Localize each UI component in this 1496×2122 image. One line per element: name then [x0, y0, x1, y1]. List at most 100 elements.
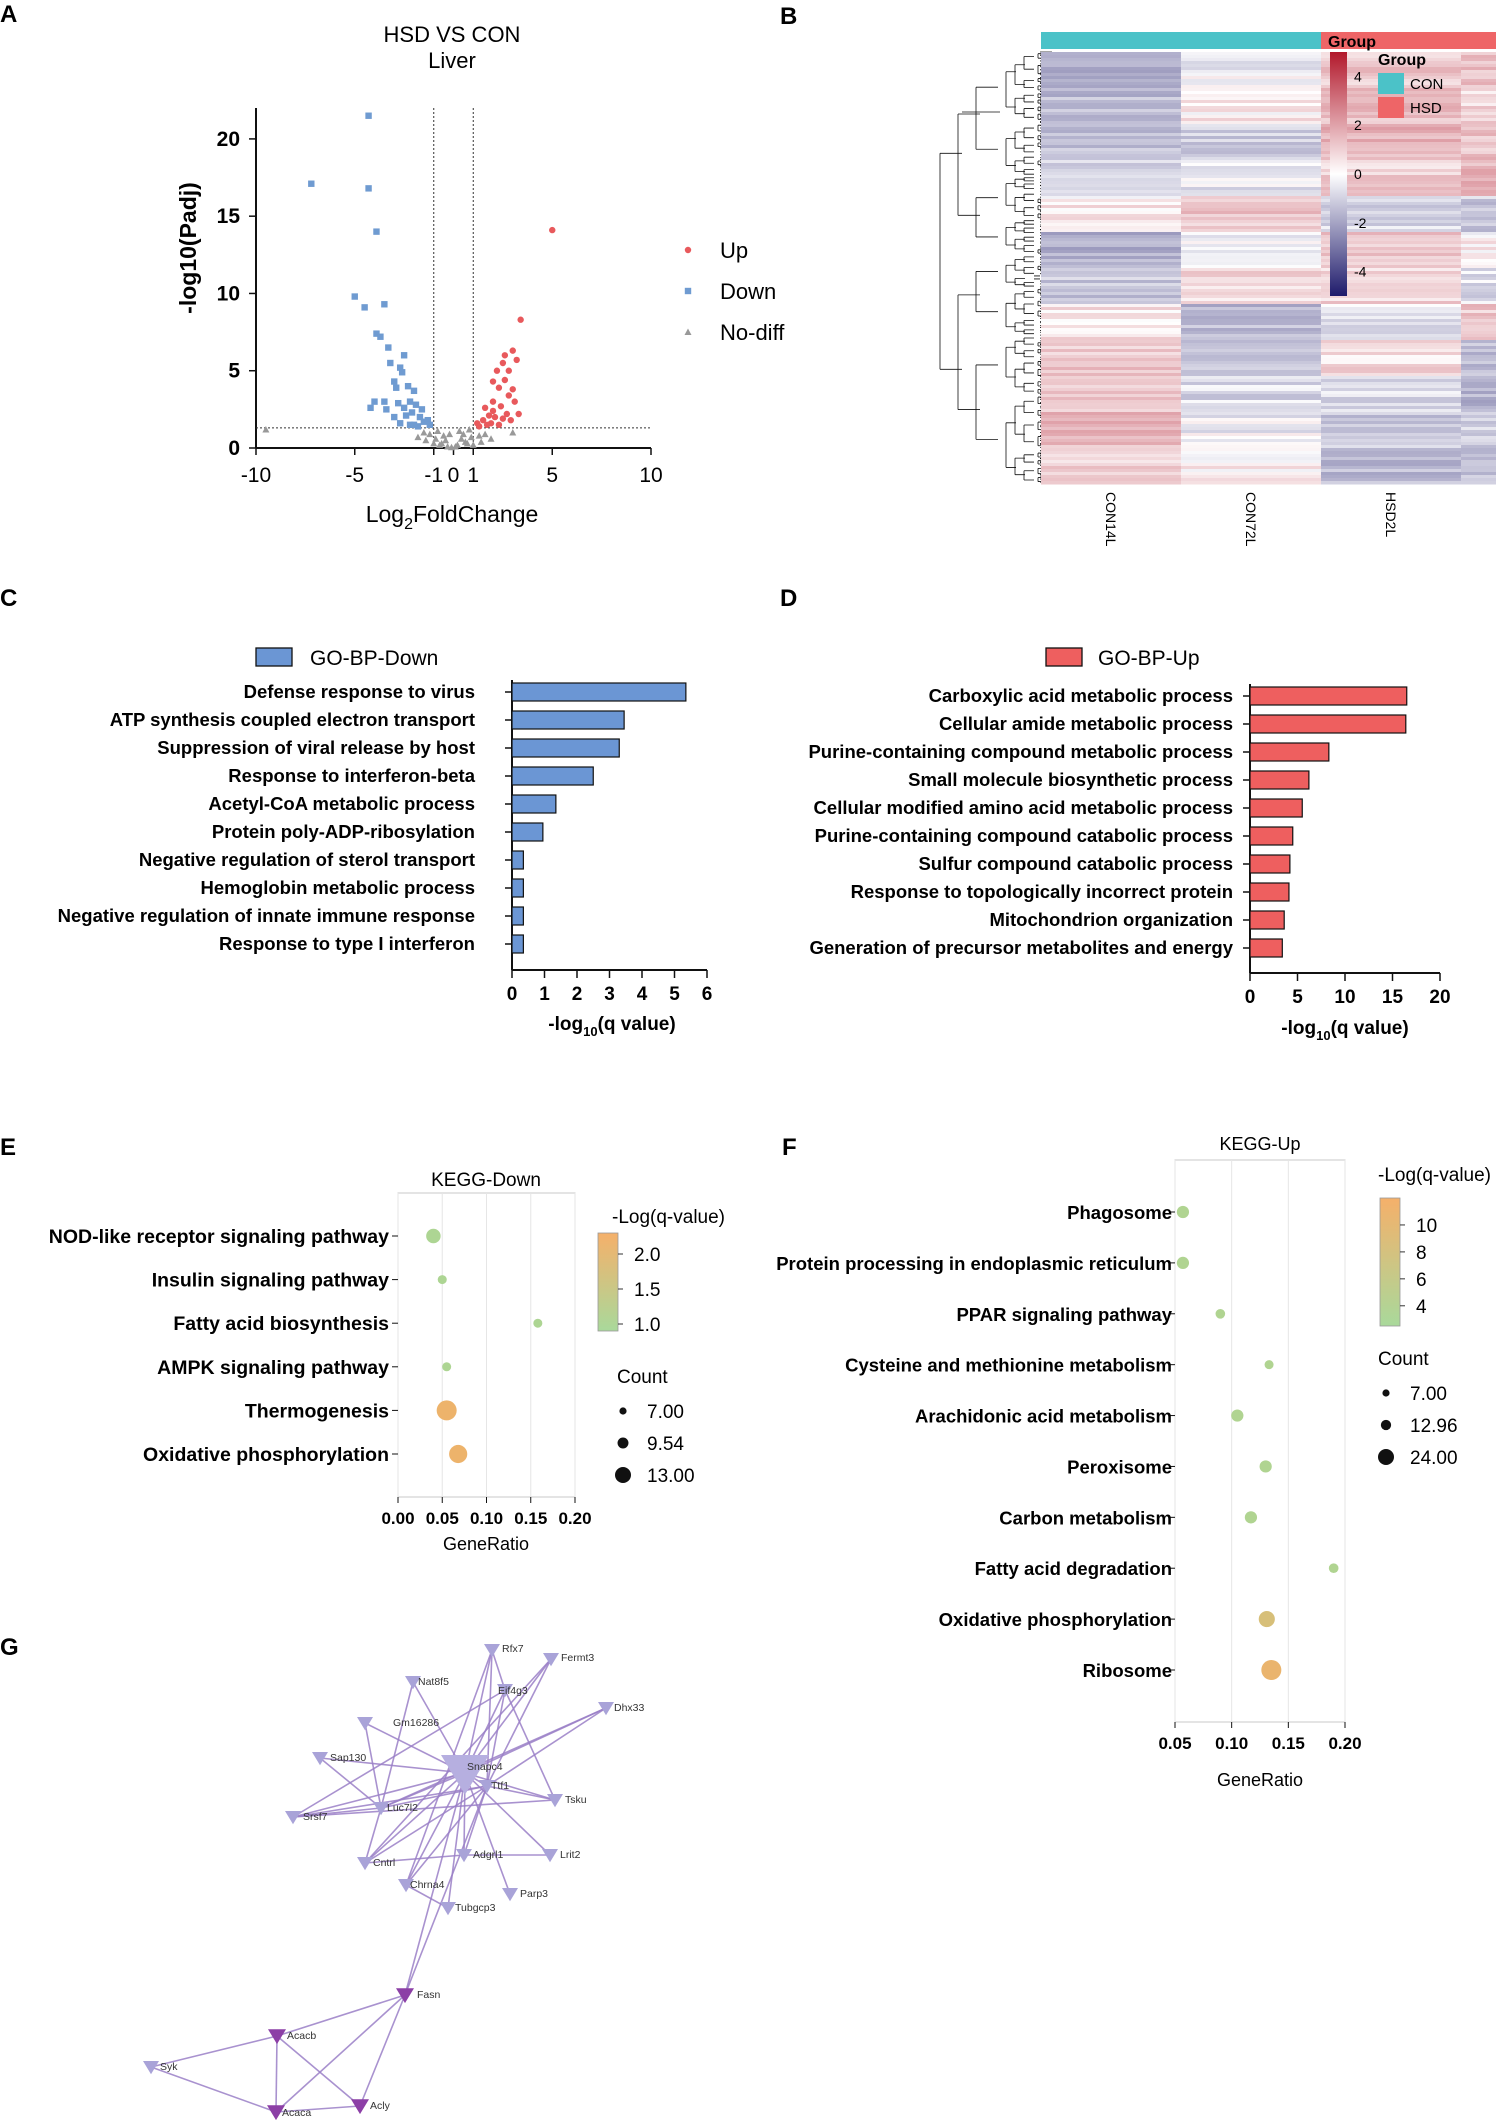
volcano-legend-marker: [684, 287, 692, 295]
heatmap-cell: [1041, 160, 1182, 164]
volcano-point-down: [424, 416, 432, 424]
heatmap-cell: [1461, 376, 1496, 380]
heatmap-cell: [1181, 352, 1322, 356]
heatmap-cell: [1181, 199, 1322, 203]
volcano-x-tick-label: 0: [448, 464, 460, 487]
heatmap-cell: [1321, 280, 1462, 284]
volcano-point-down: [395, 399, 402, 407]
network-node-label: Fasn: [417, 1989, 441, 2001]
heatmap-cell: [1321, 139, 1462, 143]
heatmap-cell: [1181, 427, 1322, 431]
volcano-point-down: [393, 384, 400, 391]
network-node-label: Parp3: [520, 1888, 548, 1900]
heatmap-cell: [1321, 184, 1462, 188]
heatmap-cell: [1321, 241, 1462, 245]
heatmap-cell: [1321, 232, 1462, 236]
volcano-point-up: [495, 421, 503, 429]
heatmap-cell: [1181, 91, 1322, 95]
kegg-up-color-title: -Log(q-value): [1378, 1165, 1491, 1186]
heatmap-cell: [1181, 445, 1322, 449]
heatmap-cell: [1041, 379, 1182, 383]
heatmap-cell: [1041, 112, 1182, 116]
heatmap-cell: [1041, 310, 1182, 314]
color-scale-tick-label: 1.5: [634, 1280, 660, 1301]
heatmap-cell: [1461, 175, 1496, 179]
heatmap-cell: [1041, 142, 1182, 146]
group-legend-title: Group: [1378, 52, 1426, 69]
size-legend-dot: [617, 1437, 629, 1449]
network-edge: [380, 1785, 488, 1809]
network-node-fasn: [396, 1988, 414, 2004]
dotplot-point: [1215, 1308, 1226, 1319]
heatmap-cell: [1181, 304, 1322, 308]
heatmap-cell: [1181, 373, 1322, 377]
heatmap-cell: [1041, 478, 1182, 482]
heatmap-cell: [1461, 370, 1496, 374]
heatmap-cell: [1321, 319, 1462, 323]
heatmap-cell: [1041, 334, 1182, 338]
network-edge: [491, 1649, 506, 1691]
heatmap-cell: [1041, 451, 1182, 455]
heatmap-cell: [1461, 238, 1496, 242]
heatmap-cell: [1181, 244, 1322, 248]
network-node-label: Tsku: [565, 1794, 587, 1806]
heatmap-cell: [1041, 163, 1182, 167]
dotplot-category-label: Fatty acid degradation: [975, 1558, 1172, 1579]
go-down-bar: [511, 906, 524, 926]
go-up-category-label: Carboxylic acid metabolic process: [929, 685, 1233, 706]
heatmap-cell: [1181, 94, 1322, 98]
volcano-point-down: [402, 412, 410, 419]
volcano-point-up: [509, 347, 516, 354]
heatmap-cell: [1461, 100, 1496, 104]
heatmap-cell: [1181, 52, 1322, 56]
network-node-label: Tubgcp3: [455, 1902, 496, 1914]
network-node-tsku: [547, 1794, 563, 1808]
heatmap-cell: [1181, 463, 1322, 467]
heatmap-cell: [1041, 250, 1182, 254]
heatmap-cell: [1041, 421, 1182, 425]
network-node-syk: [143, 2061, 159, 2075]
heatmap-cell: [1041, 367, 1182, 371]
volcano-point-up: [505, 367, 512, 374]
heatmap-cell: [1461, 73, 1496, 77]
heatmap-cell: [1461, 178, 1496, 182]
heatmap-cell: [1461, 400, 1496, 404]
heatmap-cell: [1041, 226, 1182, 230]
heatmap-cell: [1461, 61, 1496, 65]
network-node-label: Acly: [370, 2100, 391, 2112]
heatmap-cell: [1041, 271, 1182, 275]
go-up-bar: [1249, 798, 1303, 818]
heatmap-cell: [1321, 409, 1462, 413]
kegg-down-title: KEGG-Down: [431, 1170, 541, 1191]
dotplot-point: [1261, 1660, 1282, 1680]
heatmap-cell: [1461, 418, 1496, 422]
dotplot-point: [436, 1400, 457, 1421]
go-down-category-label: Suppression of viral release by host: [157, 737, 475, 758]
heatmap-cell: [1181, 214, 1322, 218]
heatmap-cell: [1041, 463, 1182, 467]
heatmap-cell: [1461, 274, 1496, 278]
heatmap-cell: [1181, 283, 1322, 287]
heatmap-cell: [1321, 70, 1462, 74]
heatmap-cell: [1181, 388, 1322, 392]
heatmap-cell: [1041, 184, 1182, 188]
heatmap-cell: [1461, 64, 1496, 68]
heatmap-cell: [1181, 436, 1322, 440]
heatmap-cell: [1461, 373, 1496, 377]
heatmap-cell: [1041, 316, 1182, 320]
size-legend-dot: [1380, 1419, 1392, 1431]
heatmap-cell: [1041, 427, 1182, 431]
heatmap-cell: [1181, 253, 1322, 257]
heatmap-cell: [1461, 409, 1496, 413]
volcano-point-down: [365, 112, 372, 119]
heatmap-cell: [1041, 475, 1182, 479]
dotplot-point: [1244, 1511, 1258, 1524]
heatmap-cell: [1181, 454, 1322, 458]
heatmap-cell: [1041, 100, 1182, 104]
heatmap-cell: [1181, 82, 1322, 86]
heatmap-cell: [1461, 367, 1496, 371]
volcano-point-down: [412, 401, 420, 408]
volcano-point-no-diff: [455, 427, 463, 434]
heatmap-cell: [1321, 193, 1462, 197]
volcano-point-up: [501, 352, 509, 359]
